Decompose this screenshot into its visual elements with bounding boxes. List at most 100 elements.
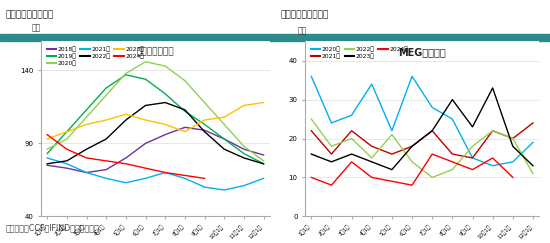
2024年 <box>449 160 455 163</box>
2023年 <box>64 130 70 133</box>
2024年 <box>123 162 129 165</box>
2021年 <box>123 181 129 184</box>
2021年 <box>509 137 516 140</box>
2022年 <box>509 137 516 140</box>
2023年 <box>449 98 455 101</box>
2020年 <box>182 79 188 82</box>
2022年 <box>469 145 476 148</box>
2022年 <box>308 118 315 121</box>
2022年 <box>449 168 455 171</box>
2023年 <box>389 168 395 171</box>
2022年 <box>240 156 247 159</box>
Text: MEG到港预报: MEG到港预报 <box>398 47 446 57</box>
2020年 <box>260 159 267 162</box>
2023年 <box>103 119 109 122</box>
2022年 <box>162 101 168 104</box>
Legend: 2020年, 2021年, 2022年, 2023年, 2024年: 2020年, 2021年, 2022年, 2023年, 2024年 <box>308 44 411 61</box>
2023年 <box>429 129 436 132</box>
2022年 <box>221 148 228 151</box>
Text: 乙二醇港口库存: 乙二醇港口库存 <box>136 47 174 56</box>
2020年 <box>490 164 496 167</box>
2024年 <box>429 153 436 156</box>
Text: 图：乙二醇港口库存: 图：乙二醇港口库存 <box>6 10 54 19</box>
2024年 <box>409 184 415 187</box>
Line: 2019年: 2019年 <box>47 75 263 164</box>
2022年 <box>409 160 415 163</box>
Line: 2022年: 2022年 <box>311 119 533 177</box>
2022年 <box>328 145 335 148</box>
2021年 <box>240 184 247 187</box>
2024年 <box>389 180 395 183</box>
2020年 <box>221 123 228 126</box>
2023年 <box>201 119 208 122</box>
2023年 <box>348 153 355 156</box>
2024年 <box>368 176 375 179</box>
2024年 <box>103 159 109 162</box>
2023年 <box>83 123 90 126</box>
2023年 <box>221 116 228 119</box>
2018年 <box>162 133 168 136</box>
2022年 <box>142 104 149 107</box>
2022年 <box>64 159 70 162</box>
Line: 2021年: 2021年 <box>47 158 263 190</box>
2022年 <box>389 133 395 136</box>
2024年 <box>490 156 496 159</box>
2018年 <box>103 168 109 171</box>
2021年 <box>44 156 51 159</box>
2020年 <box>509 160 516 163</box>
2018年 <box>240 148 247 151</box>
2022年 <box>348 137 355 140</box>
2021年 <box>260 177 267 180</box>
2020年 <box>162 65 168 68</box>
2024年 <box>348 160 355 163</box>
2023年 <box>44 138 51 140</box>
2021年 <box>368 145 375 148</box>
2021年 <box>490 129 496 132</box>
Line: 2020年: 2020年 <box>311 76 533 166</box>
2020年 <box>64 138 70 140</box>
2022年 <box>123 119 129 122</box>
2024年 <box>328 184 335 187</box>
Line: 2023年: 2023年 <box>47 103 263 139</box>
2019年 <box>240 152 247 155</box>
Legend: 2018年, 2019年, 2020年, 2021年, 2022年, 2023年, 2024年: 2018年, 2019年, 2020年, 2021年, 2022年, 2023年… <box>44 44 147 68</box>
2018年 <box>142 142 149 145</box>
2021年 <box>449 153 455 156</box>
2018年 <box>182 126 188 129</box>
2019年 <box>142 78 149 81</box>
2022年 <box>368 156 375 159</box>
2021年 <box>83 171 90 174</box>
Text: 万吨: 万吨 <box>31 24 41 33</box>
Line: 2022年: 2022年 <box>47 103 263 164</box>
2018年 <box>123 156 129 159</box>
Bar <box>0 34 550 41</box>
2021年 <box>64 162 70 165</box>
2021年 <box>142 177 149 180</box>
2024年 <box>44 133 51 136</box>
2022年 <box>429 176 436 179</box>
2024年 <box>201 177 208 180</box>
2024年 <box>182 174 188 177</box>
2019年 <box>123 73 129 76</box>
2021年 <box>182 177 188 180</box>
2020年 <box>429 106 436 109</box>
2018年 <box>44 164 51 167</box>
2018年 <box>83 171 90 174</box>
2024年 <box>509 176 516 179</box>
Line: 2020年: 2020年 <box>47 62 263 161</box>
2019年 <box>103 87 109 89</box>
2020年 <box>469 156 476 159</box>
2019年 <box>162 92 168 95</box>
2020年 <box>123 72 129 75</box>
2022年 <box>260 162 267 165</box>
2020年 <box>389 129 395 132</box>
Line: 2024年: 2024年 <box>311 154 513 185</box>
2021年 <box>429 129 436 132</box>
2022年 <box>103 138 109 140</box>
2024年 <box>469 168 476 171</box>
2023年 <box>509 145 516 148</box>
2023年 <box>308 153 315 156</box>
2019年 <box>64 130 70 133</box>
2019年 <box>83 108 90 111</box>
2021年 <box>530 122 536 124</box>
